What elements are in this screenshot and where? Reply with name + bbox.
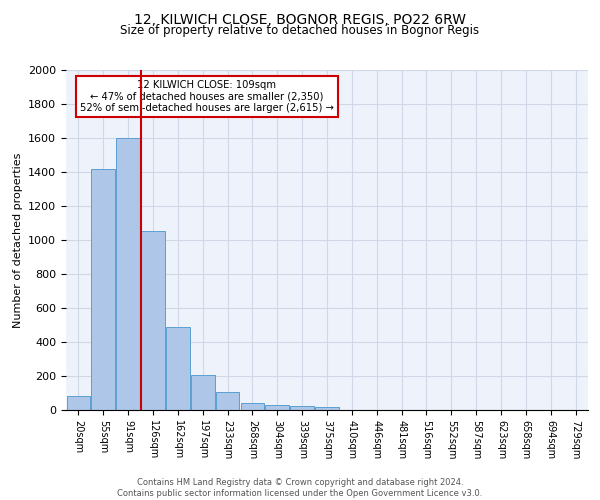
Text: 12 KILWICH CLOSE: 109sqm
← 47% of detached houses are smaller (2,350)
52% of sem: 12 KILWICH CLOSE: 109sqm ← 47% of detach…	[80, 80, 334, 114]
Text: Size of property relative to detached houses in Bognor Regis: Size of property relative to detached ho…	[121, 24, 479, 37]
Bar	[315, 407, 339, 410]
Bar	[116, 138, 140, 410]
Bar	[290, 406, 314, 410]
Bar	[166, 326, 190, 410]
Text: 12, KILWICH CLOSE, BOGNOR REGIS, PO22 6RW: 12, KILWICH CLOSE, BOGNOR REGIS, PO22 6R…	[134, 12, 466, 26]
Bar	[241, 403, 264, 410]
Bar	[216, 392, 239, 410]
Bar	[67, 396, 90, 410]
Bar	[91, 168, 115, 410]
Text: Contains HM Land Registry data © Crown copyright and database right 2024.
Contai: Contains HM Land Registry data © Crown c…	[118, 478, 482, 498]
Bar	[141, 232, 165, 410]
Bar	[265, 405, 289, 410]
Bar	[191, 375, 215, 410]
Y-axis label: Number of detached properties: Number of detached properties	[13, 152, 23, 328]
